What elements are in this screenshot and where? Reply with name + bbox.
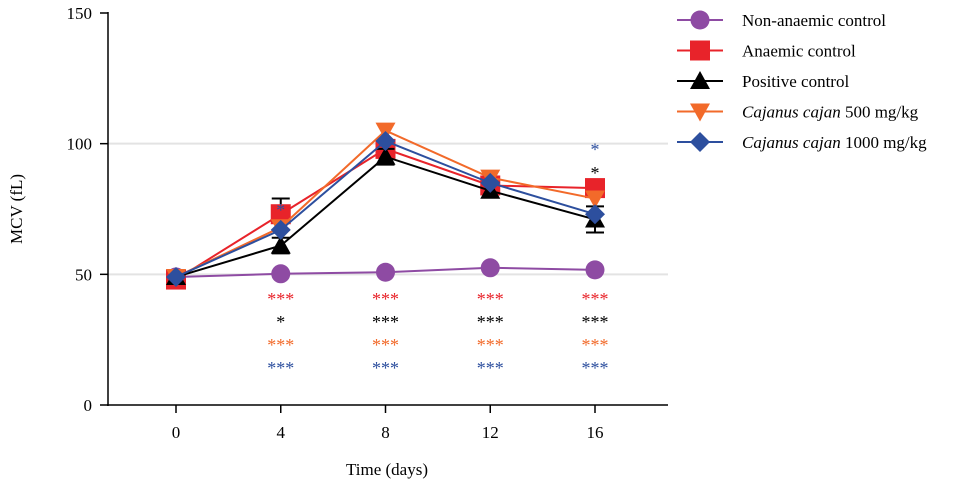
- significance-marker: ***: [477, 358, 504, 378]
- significance-marker: ***: [267, 358, 294, 378]
- legend-item: Positive control: [677, 71, 849, 91]
- marker-diamond: [375, 131, 396, 152]
- legend-label-italic: Cajanus cajan: [742, 133, 841, 152]
- legend-label-text: Anaemic control: [742, 42, 856, 61]
- annotations: ****************************************…: [267, 140, 608, 378]
- x-tick-label: 0: [172, 423, 181, 442]
- significance-marker: *: [591, 163, 600, 183]
- marker-triangle-up: [270, 235, 291, 254]
- marker-diamond: [480, 172, 501, 193]
- x-tick-label: 4: [277, 423, 286, 442]
- marker-circle: [585, 260, 605, 280]
- y-tick-label: 50: [75, 265, 92, 284]
- legend-label: Non-anaemic control: [742, 11, 886, 30]
- series-4: [166, 131, 605, 287]
- series-line: [175, 147, 596, 281]
- x-tick-label: 16: [587, 423, 604, 442]
- significance-marker: ***: [582, 335, 609, 355]
- legend-item: Cajanus cajan 1000 mg/kg: [677, 132, 927, 152]
- y-tick-label: 0: [84, 396, 93, 415]
- legend-label-text: 1000 mg/kg: [841, 133, 927, 152]
- significance-marker: *: [276, 200, 285, 220]
- series-line: [175, 155, 596, 278]
- series: [166, 122, 605, 290]
- legend-label-text: Positive control: [742, 72, 849, 91]
- legend: Non-anaemic control Anaemic control Positi…: [677, 10, 927, 152]
- marker-circle: [271, 264, 291, 284]
- marker-triangle-up: [375, 146, 396, 165]
- y-tick-label: 150: [67, 4, 93, 23]
- marker-circle: [690, 10, 710, 30]
- marker-triangle-down: [690, 103, 710, 122]
- significance-marker: *: [276, 312, 285, 332]
- legend-item: Non-anaemic control: [677, 10, 886, 30]
- legend-label-text: 500 mg/kg: [841, 103, 919, 122]
- significance-marker: ***: [372, 289, 399, 309]
- legend-label-text: Non-anaemic control: [742, 11, 886, 30]
- legend-label-italic: Cajanus cajan: [742, 103, 841, 122]
- legend-label: Positive control: [742, 72, 849, 91]
- legend-label: Cajanus cajan 1000 mg/kg: [742, 133, 927, 152]
- significance-marker: ***: [267, 335, 294, 355]
- significance-marker: ***: [267, 289, 294, 309]
- significance-marker: ***: [582, 312, 609, 332]
- marker-square: [690, 40, 710, 61]
- marker-diamond: [585, 204, 605, 225]
- significance-marker: ***: [372, 358, 399, 378]
- marker-diamond: [166, 266, 186, 287]
- legend-item: Cajanus cajan 500 mg/kg: [677, 103, 919, 122]
- series-0: [166, 258, 605, 287]
- legend-label: Anaemic control: [742, 42, 856, 61]
- marker-diamond: [270, 219, 291, 240]
- marker-circle: [480, 258, 500, 278]
- y-tick-label: 100: [67, 135, 93, 154]
- marker-square: [270, 204, 291, 225]
- marker-triangle-down: [585, 190, 605, 209]
- significance-marker: ***: [582, 358, 609, 378]
- x-axis-label: Time (days): [346, 460, 428, 479]
- significance-marker: ***: [372, 335, 399, 355]
- marker-triangle-up: [690, 71, 710, 89]
- significance-marker: ***: [582, 289, 609, 309]
- significance-marker: ***: [372, 312, 399, 332]
- significance-marker: ***: [477, 335, 504, 355]
- marker-diamond: [690, 132, 710, 152]
- legend-label: Cajanus cajan 500 mg/kg: [742, 103, 919, 122]
- significance-marker: ***: [477, 312, 504, 332]
- legend-item: Anaemic control: [677, 40, 856, 61]
- significance-marker: *: [591, 140, 600, 160]
- x-tick-label: 8: [381, 423, 390, 442]
- marker-circle: [376, 262, 395, 282]
- significance-marker: ***: [477, 289, 504, 309]
- axes: 0 50 100 150 0 4 8 12 16: [67, 4, 668, 442]
- x-tick-label: 12: [482, 423, 499, 442]
- y-axis-label: MCV (fL): [7, 174, 26, 244]
